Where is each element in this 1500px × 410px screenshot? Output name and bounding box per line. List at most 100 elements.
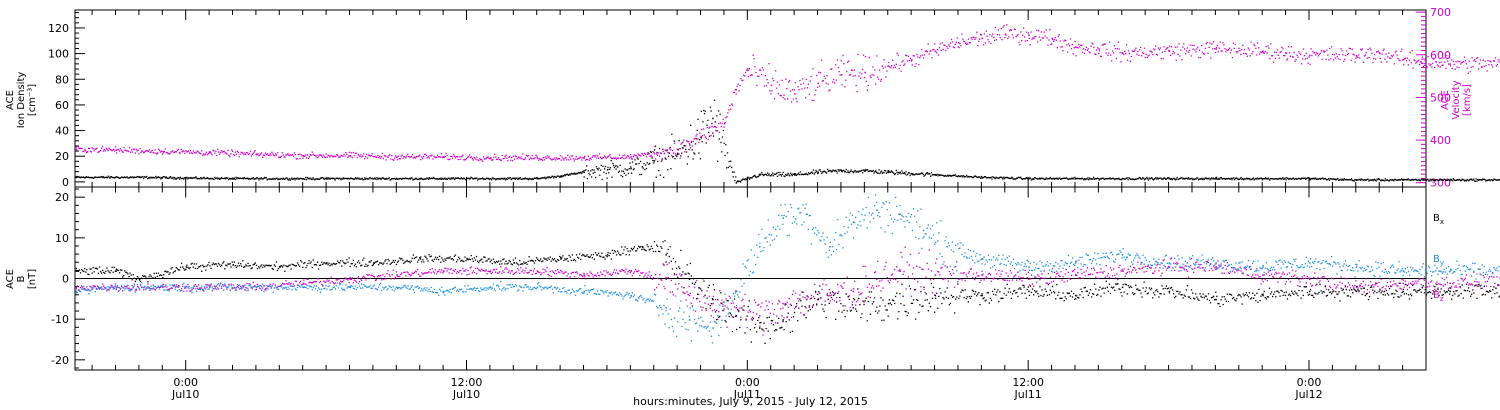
data-point: [745, 71, 747, 74]
data-point: [1310, 48, 1312, 50]
data-point: [1441, 277, 1443, 279]
data-point: [1041, 177, 1043, 180]
data-point: [433, 272, 436, 274]
data-point: [1123, 268, 1125, 270]
data-point: [99, 150, 101, 152]
data-point: [494, 271, 497, 273]
data-point: [151, 176, 153, 178]
data-point: [1182, 267, 1184, 269]
data-point: [436, 178, 439, 180]
data-point: [296, 177, 299, 179]
data-point: [1009, 270, 1012, 272]
data-point: [202, 177, 204, 179]
data-point: [1421, 178, 1423, 180]
data-point: [749, 311, 751, 313]
data-point: [395, 271, 398, 273]
data-point: [1213, 178, 1215, 180]
data-point: [572, 158, 575, 160]
data-point: [664, 287, 666, 290]
data-point: [1443, 279, 1445, 281]
data-point: [1399, 60, 1401, 62]
data-point: [384, 178, 386, 180]
data-point: [285, 154, 287, 156]
data-point: [568, 159, 570, 161]
data-point: [1139, 177, 1141, 179]
data-point: [105, 286, 107, 289]
data-point: [993, 176, 995, 179]
data-point: [1418, 59, 1420, 61]
data-point: [850, 169, 852, 171]
data-point: [418, 178, 420, 180]
data-point: [709, 106, 711, 108]
data-point: [1165, 269, 1167, 271]
data-point: [111, 176, 113, 179]
data-point: [326, 156, 328, 158]
data-point: [121, 285, 123, 288]
data-point: [1181, 177, 1183, 179]
data-point: [1401, 278, 1403, 281]
data-point: [365, 156, 367, 158]
data-point: [1452, 178, 1454, 180]
data-point: [1263, 178, 1265, 180]
data-point: [815, 169, 817, 172]
data-point: [1383, 180, 1386, 182]
data-point: [899, 64, 901, 67]
data-point: [868, 170, 870, 172]
data-point: [756, 313, 758, 315]
data-point: [1340, 48, 1342, 50]
data-point: [298, 178, 300, 180]
data-point: [928, 172, 930, 175]
data-point: [1364, 179, 1366, 181]
data-point: [1260, 51, 1263, 54]
data-point: [1201, 267, 1203, 269]
data-point: [1033, 285, 1035, 287]
y-tick-label: 40: [55, 125, 69, 138]
data-point: [688, 142, 691, 145]
data-point: [448, 159, 450, 161]
data-point: [1059, 177, 1061, 179]
data-point: [1126, 59, 1129, 61]
data-point: [541, 159, 544, 161]
data-point: [547, 273, 549, 275]
data-point: [97, 287, 100, 289]
data-point: [1298, 51, 1300, 53]
data-point: [302, 155, 305, 157]
data-point: [281, 284, 283, 286]
data-point: [88, 176, 91, 179]
data-point: [497, 157, 500, 159]
data-point: [394, 155, 397, 157]
data-point: [1349, 287, 1352, 289]
data-point: [119, 288, 122, 290]
data-point: [86, 151, 89, 153]
data-point: [581, 172, 583, 175]
data-point: [1363, 55, 1366, 57]
data-point: [182, 150, 184, 152]
data-point: [949, 45, 951, 48]
data-point: [1006, 24, 1008, 26]
data-point: [481, 268, 483, 270]
data-point: [1432, 179, 1435, 181]
data-point: [375, 279, 378, 281]
data-point: [114, 283, 116, 285]
data-point: [338, 177, 340, 179]
data-point: [1279, 277, 1281, 279]
data-point: [166, 152, 168, 154]
data-point: [878, 69, 881, 71]
data-point: [1293, 275, 1295, 277]
data-point: [577, 171, 580, 174]
data-point: [1058, 177, 1060, 179]
data-point: [1384, 288, 1386, 290]
data-point: [1305, 177, 1308, 180]
data-point: [1377, 179, 1379, 181]
data-point: [1356, 56, 1358, 58]
data-point: [737, 180, 739, 182]
data-point: [245, 153, 247, 155]
data-point: [236, 286, 239, 288]
data-point: [144, 285, 146, 287]
data-point: [568, 173, 571, 175]
data-point: [441, 269, 443, 271]
data-point: [360, 178, 362, 180]
data-point: [262, 287, 264, 289]
data-point: [599, 153, 601, 155]
data-point: [1068, 277, 1071, 280]
